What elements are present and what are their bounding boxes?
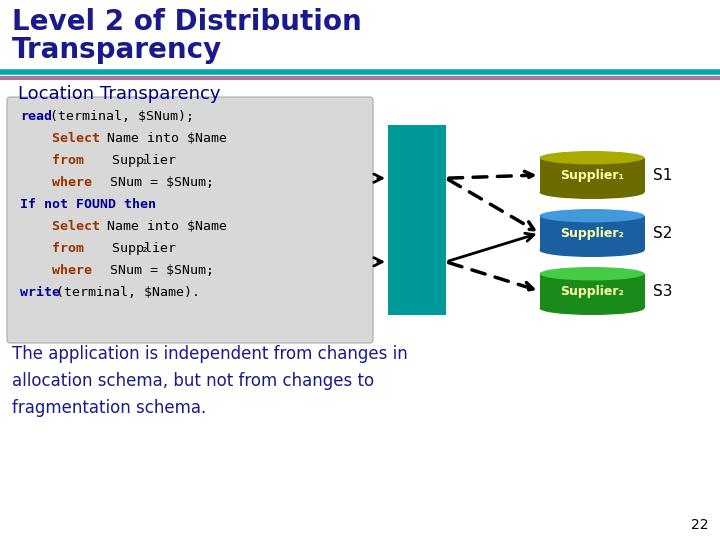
Text: fragmentation schema.: fragmentation schema. [12, 399, 206, 417]
Ellipse shape [539, 186, 644, 199]
Text: Supplier₂: Supplier₂ [560, 285, 624, 298]
Ellipse shape [539, 151, 644, 165]
Text: Name into $Name: Name into $Name [75, 220, 227, 233]
Ellipse shape [539, 209, 644, 222]
Text: S2: S2 [652, 226, 672, 240]
Text: ₁: ₁ [141, 154, 149, 167]
Ellipse shape [539, 267, 644, 280]
Text: Level 2 of Distribution: Level 2 of Distribution [12, 8, 361, 36]
Text: S1: S1 [652, 167, 672, 183]
Text: from: from [20, 154, 84, 167]
Text: Supplier: Supplier [64, 154, 176, 167]
Bar [539, 215, 644, 250]
Text: Select: Select [20, 220, 100, 233]
Bar [539, 274, 644, 308]
Text: Select: Select [20, 132, 100, 145]
Text: Supplier: Supplier [64, 242, 176, 255]
Text: Supplier₁: Supplier₁ [560, 168, 624, 181]
Text: from: from [20, 242, 84, 255]
Text: Name into $Name: Name into $Name [75, 132, 227, 145]
Text: where: where [20, 176, 92, 189]
Text: read: read [20, 110, 52, 123]
Text: allocation schema, but not from changes to: allocation schema, but not from changes … [12, 372, 374, 390]
Text: Supplier₂: Supplier₂ [560, 226, 624, 240]
Text: SNum = $SNum;: SNum = $SNum; [70, 176, 214, 189]
Ellipse shape [539, 244, 644, 257]
Text: If not FOUND then: If not FOUND then [20, 198, 156, 211]
FancyBboxPatch shape [7, 97, 373, 343]
Text: The application is independent from changes in: The application is independent from chan… [12, 345, 408, 363]
Text: Transparency: Transparency [12, 36, 222, 64]
Text: S3: S3 [652, 284, 672, 299]
Bar [388, 125, 446, 315]
Ellipse shape [539, 301, 644, 315]
Text: ₂: ₂ [141, 242, 149, 255]
Text: 22: 22 [690, 518, 708, 532]
Text: (terminal, $SNum);: (terminal, $SNum); [42, 110, 194, 123]
Text: (terminal, $Name).: (terminal, $Name). [48, 286, 199, 299]
Text: write: write [20, 286, 60, 299]
Text: SNum = $SNum;: SNum = $SNum; [70, 264, 214, 277]
Text: Location Transparency: Location Transparency [18, 85, 220, 103]
Text: where: where [20, 264, 92, 277]
Bar [539, 158, 644, 192]
